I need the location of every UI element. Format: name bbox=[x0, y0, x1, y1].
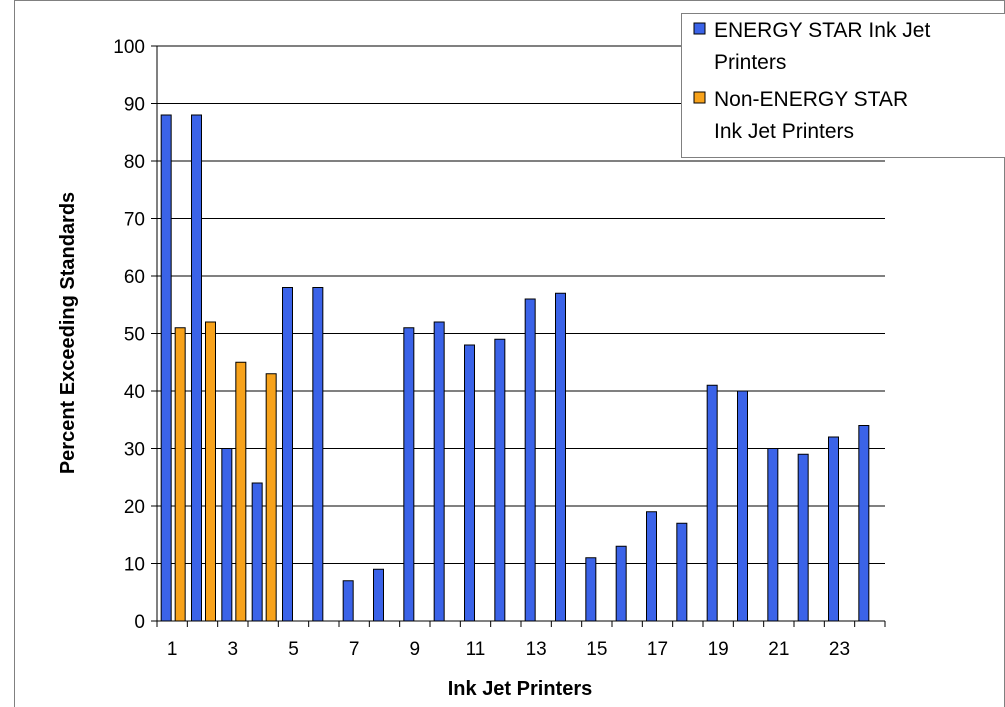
bar-energy-star bbox=[646, 511, 657, 622]
legend-swatch-non-energy-star bbox=[693, 91, 706, 104]
bar-energy-star bbox=[312, 287, 324, 622]
x-tick-label: 9 bbox=[410, 639, 421, 660]
bar-energy-star bbox=[767, 448, 779, 622]
bar-energy-star bbox=[282, 287, 293, 622]
bar-energy-star bbox=[191, 114, 202, 622]
bar-energy-star bbox=[221, 448, 233, 622]
bar-energy-star bbox=[160, 114, 172, 622]
bars bbox=[160, 114, 870, 622]
y-tick-label: 30 bbox=[124, 440, 145, 461]
bar-energy-star bbox=[676, 522, 688, 622]
y-tick-label: 60 bbox=[124, 267, 145, 288]
axes bbox=[151, 45, 886, 627]
legend-label: Non-ENERGY STAR bbox=[714, 88, 908, 111]
bar-energy-star bbox=[524, 298, 536, 622]
bar-energy-star bbox=[797, 453, 809, 622]
x-tick-label: 3 bbox=[228, 639, 239, 660]
legend-label: Printers bbox=[714, 51, 786, 74]
legend: ENERGY STAR Ink Jet Printers Non-ENERGY ST… bbox=[681, 13, 1005, 158]
x-tick-label: 7 bbox=[349, 639, 360, 660]
bar-energy-star bbox=[858, 425, 870, 622]
y-tick-label: 20 bbox=[124, 497, 145, 518]
bar-energy-star bbox=[403, 327, 415, 622]
y-tick-label: 10 bbox=[124, 555, 145, 576]
bar-energy-star bbox=[373, 568, 384, 622]
bar-energy-star bbox=[494, 338, 506, 622]
x-axis-title: Ink Jet Printers bbox=[448, 678, 593, 700]
legend-swatch-energy-star bbox=[693, 22, 706, 35]
y-tick-label: 40 bbox=[124, 382, 145, 403]
bar-non-energy-star bbox=[174, 327, 186, 622]
y-tick-label: 0 bbox=[134, 612, 145, 633]
bar-non-energy-star bbox=[205, 321, 216, 622]
y-axis-title: Percent Exceeding Standards bbox=[57, 192, 79, 474]
bar-energy-star bbox=[828, 436, 839, 622]
bar-energy-star bbox=[737, 390, 748, 622]
x-tick-label: 11 bbox=[466, 639, 486, 660]
legend-label: ENERGY STAR Ink Jet bbox=[714, 19, 930, 42]
bar-energy-star bbox=[615, 545, 627, 622]
bar-energy-star bbox=[464, 344, 475, 622]
bar-energy-star bbox=[555, 292, 566, 622]
x-tick-label: 23 bbox=[829, 639, 850, 660]
bar-energy-star bbox=[706, 384, 718, 622]
legend-box bbox=[681, 13, 1005, 158]
y-tick-label: 90 bbox=[124, 95, 145, 116]
x-tick-label: 1 bbox=[167, 639, 178, 660]
y-tick-label: 100 bbox=[113, 37, 145, 58]
bar-energy-star bbox=[433, 321, 445, 622]
x-tick-label: 15 bbox=[586, 639, 607, 660]
y-tick-label: 50 bbox=[124, 325, 145, 346]
x-tick-label: 21 bbox=[768, 639, 789, 660]
y-tick-label: 80 bbox=[124, 152, 145, 173]
bar-energy-star bbox=[251, 482, 263, 622]
bar-non-energy-star bbox=[235, 361, 247, 622]
x-tick-label: 17 bbox=[647, 639, 668, 660]
bar-energy-star bbox=[585, 557, 597, 622]
y-tick-label: 70 bbox=[124, 210, 145, 231]
bar-non-energy-star bbox=[265, 373, 277, 622]
x-tick-label: 5 bbox=[288, 639, 299, 660]
x-tick-label: 19 bbox=[708, 639, 729, 660]
x-tick-label: 13 bbox=[526, 639, 547, 660]
bar-energy-star bbox=[342, 580, 354, 622]
legend-label: Ink Jet Printers bbox=[714, 120, 854, 143]
